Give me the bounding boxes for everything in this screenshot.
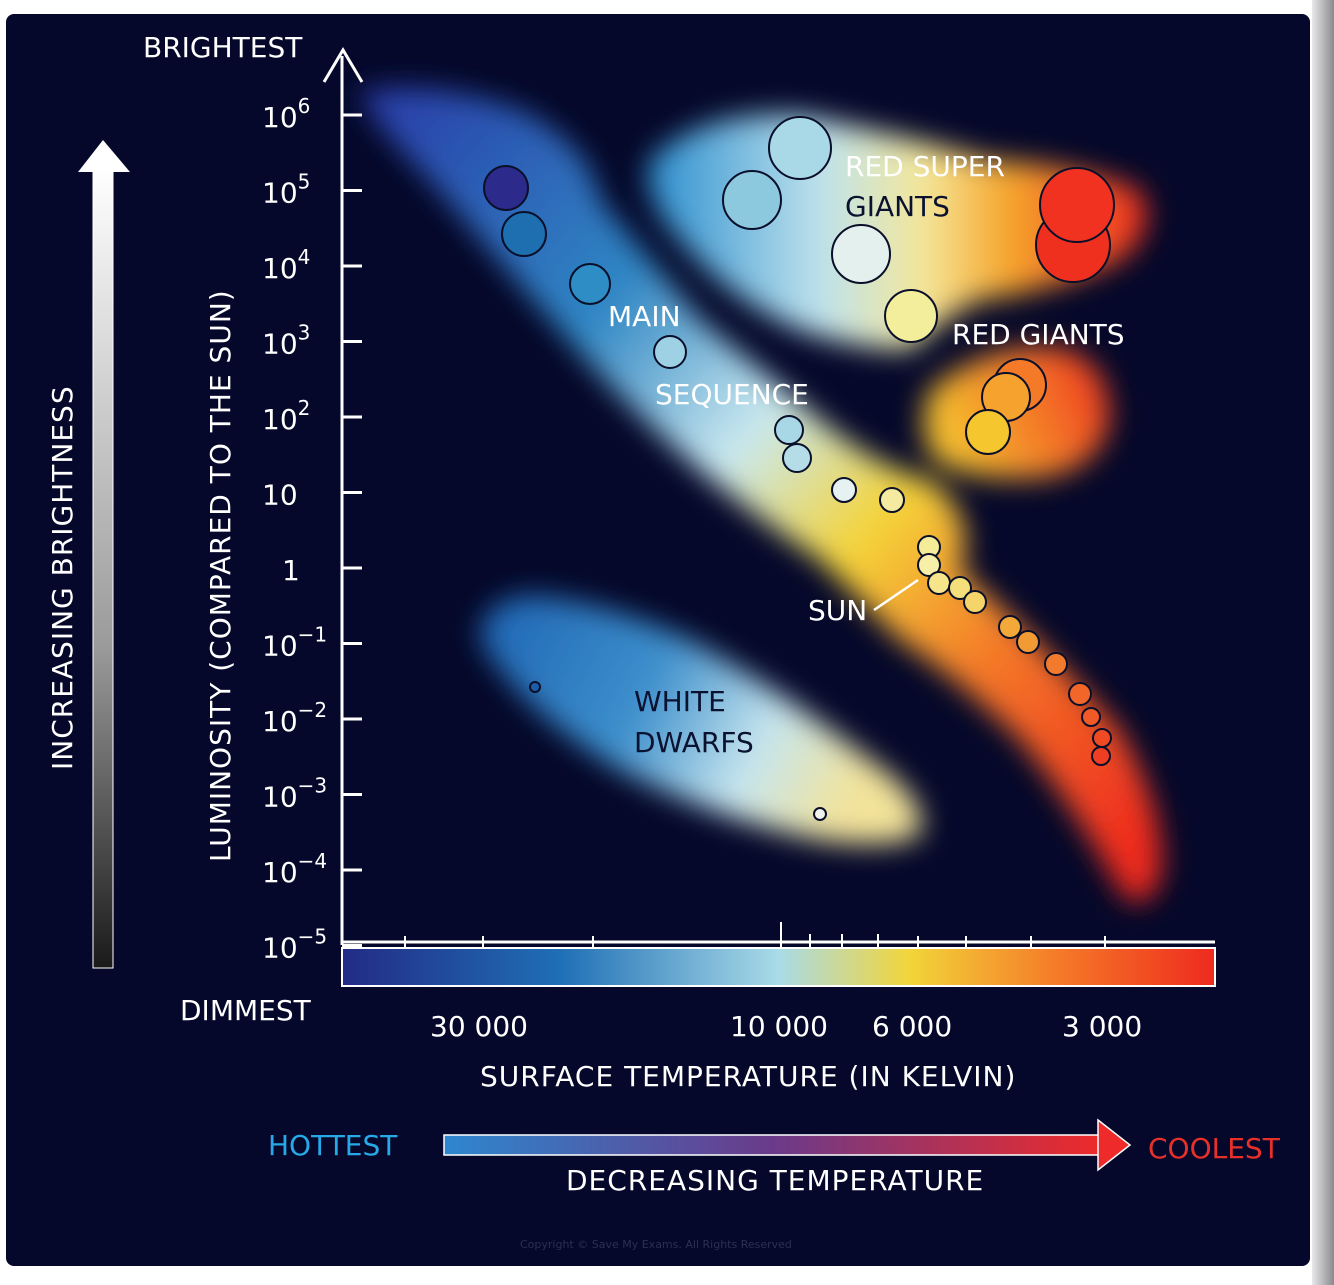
stars [483,116,1115,821]
y-tick-label: 10−3 [262,774,327,814]
star [1081,707,1101,727]
star [998,615,1022,639]
white-dwarfs-region [480,595,922,844]
hr-diagram: INCREASING BRIGHTNESS LUMINOSITY (COMPAR… [46,31,1281,1251]
star [569,263,611,305]
star [1091,746,1111,766]
star [782,443,812,473]
star [501,211,547,257]
star [1039,167,1115,243]
y-tick-label: 1 [282,554,300,587]
y-tick-label: 104 [262,245,310,285]
x-tick-6000: 6 000 [872,1010,952,1043]
y-tick-label: 10−5 [262,925,327,965]
giants-label: GIANTS [845,190,950,223]
red-giants-label: RED GIANTS [952,318,1125,351]
red-super-label: RED SUPER [845,150,1005,183]
main-sequence-region [360,87,1162,903]
y-tick-marks [342,113,362,947]
increasing-brightness-arrow [78,140,130,969]
sequence-label: SEQUENCE [655,378,809,411]
star [965,409,1011,455]
white-label: WHITE [634,685,726,718]
star [879,487,905,513]
star [927,571,951,595]
y-tick-label: 103 [262,321,310,361]
sun-pointer [873,578,919,612]
brightest-label: BRIGHTEST [143,31,303,64]
main-label: MAIN [608,300,681,333]
y-tick-label: 10−2 [262,698,327,738]
star [963,590,987,614]
axes [322,47,1215,945]
star [774,415,804,445]
x-tick-10000: 10 000 [730,1010,828,1043]
star [722,170,782,230]
star [653,335,687,369]
star [1092,728,1112,748]
x-tick-30000: 30 000 [430,1010,528,1043]
copyright-text: Copyright © Save My Exams. All Rights Re… [520,1238,792,1251]
decreasing-temperature-arrow [443,1118,1132,1172]
y-tick-label: 105 [262,170,310,210]
star [917,553,941,577]
region-blobs [360,87,1162,903]
star [884,289,938,343]
temperature-colour-bar [341,947,1216,987]
y-tick-label: 10 [262,479,298,512]
y-tick-label: 10−1 [262,623,327,663]
decreasing-temperature-label: DECREASING TEMPERATURE [566,1164,984,1197]
dimmest-label: DIMMEST [180,994,312,1027]
star [529,681,541,693]
star [831,477,857,503]
red-super-giants-region [648,114,1147,350]
page-edge [1312,0,1334,1285]
y-axis-title: LUMINOSITY (COMPARED TO THE SUN) [204,289,237,862]
star [831,224,891,284]
star [948,576,972,600]
hottest-label: HOTTEST [268,1129,398,1162]
star [1068,682,1092,706]
y-tick-label: 102 [262,396,310,436]
dwarfs-label: DWARFS [634,726,754,759]
y-tick-label: 106 [262,94,310,134]
sun-label: SUN [808,594,867,627]
increasing-brightness-label: INCREASING BRIGHTNESS [46,385,79,770]
x-tick-3000: 3 000 [1062,1010,1142,1043]
coolest-label: COOLEST [1148,1132,1281,1165]
x-axis-title: SURFACE TEMPERATURE (IN KELVIN) [480,1060,1016,1093]
star [1044,652,1068,676]
star [768,116,832,180]
x-tick-marks [404,922,1106,948]
star [483,165,529,211]
star [1016,630,1040,654]
star [813,807,827,821]
diagram-frame: INCREASING BRIGHTNESS LUMINOSITY (COMPAR… [6,14,1310,1266]
y-tick-label: 10−4 [262,849,327,889]
